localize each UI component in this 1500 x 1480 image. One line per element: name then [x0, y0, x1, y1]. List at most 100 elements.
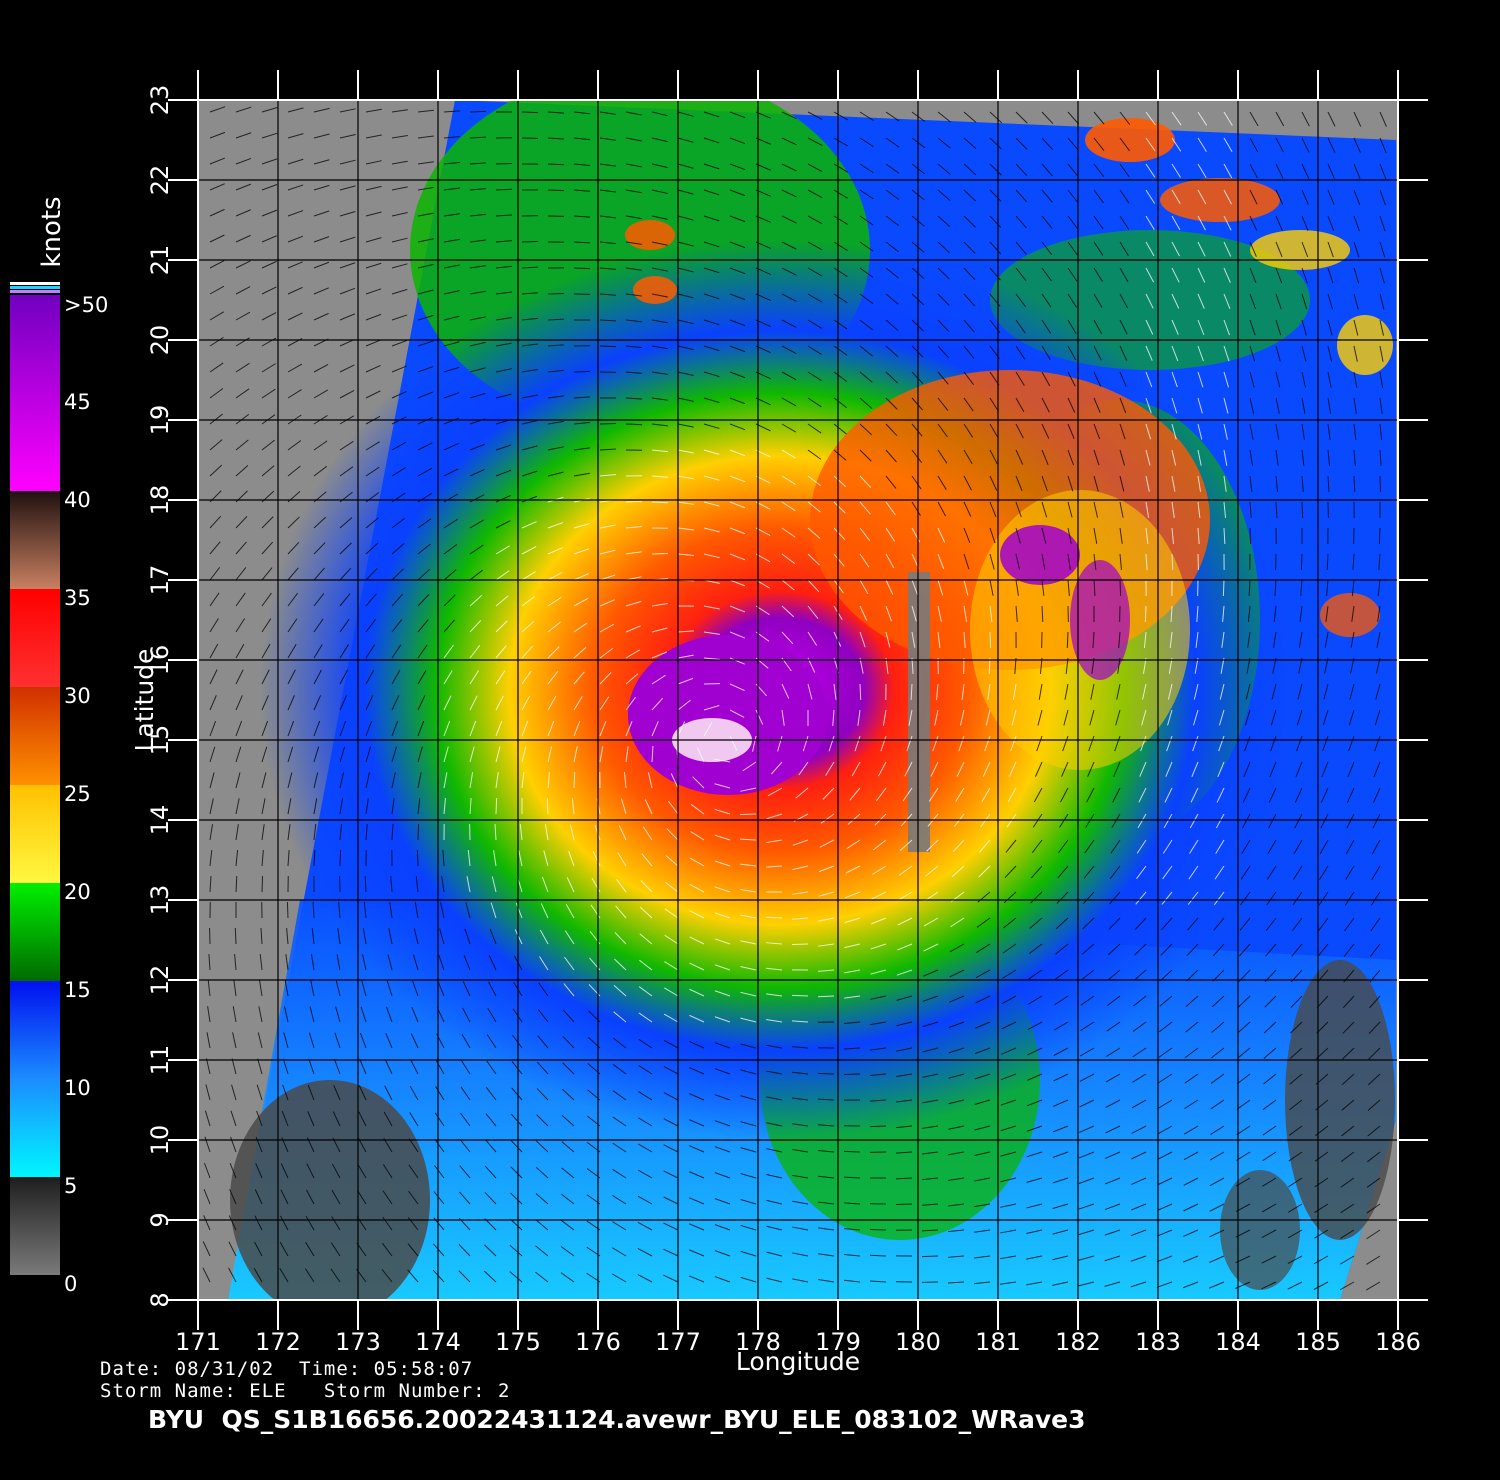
- wind-barb: [1041, 397, 1050, 413]
- wind-barb: [521, 111, 539, 114]
- wind-barb: [365, 542, 379, 555]
- wind-barb: [1119, 215, 1130, 230]
- wind-barb: [703, 293, 720, 300]
- wind-barb: [547, 596, 562, 607]
- wind-barb: [235, 157, 252, 165]
- wind-barb: [663, 1092, 679, 1101]
- wind-barb: [1223, 319, 1230, 336]
- wind-barb: [331, 1189, 341, 1205]
- wind-barb: [1041, 111, 1054, 124]
- wind-barb: [1015, 501, 1022, 518]
- wind-barb: [1130, 1255, 1147, 1262]
- wind-barb: [391, 746, 397, 763]
- cell-e-1: [1337, 315, 1393, 375]
- wind-barb: [1041, 371, 1051, 387]
- wind-barb: [844, 969, 861, 974]
- wind-barb: [417, 644, 428, 659]
- wind-barb: [807, 215, 823, 225]
- wind-barb: [1145, 267, 1155, 283]
- wind-barb: [1197, 475, 1202, 492]
- wind-barb: [365, 593, 377, 607]
- wind-barb: [1119, 345, 1128, 361]
- wind-barb: [1327, 267, 1334, 284]
- wind-barb: [235, 567, 247, 581]
- wind-barb: [729, 735, 738, 751]
- wind-barb: [677, 215, 694, 221]
- wind-barb: [989, 111, 1003, 124]
- wind-barb: [833, 579, 844, 594]
- wind-barb: [781, 345, 797, 354]
- wind-barb: [1015, 267, 1027, 281]
- wind-barb: [1000, 1073, 1017, 1081]
- wind-barb: [339, 211, 356, 217]
- wind-barb: [280, 1189, 289, 1205]
- wind-barb: [1237, 1047, 1251, 1059]
- wind-barb: [1006, 813, 1017, 828]
- wind-barb: [1262, 1125, 1277, 1136]
- wind-barb: [511, 1087, 523, 1101]
- y-tick-label: 23: [146, 85, 174, 116]
- wind-barb: [207, 1006, 211, 1023]
- wind-barb: [651, 721, 659, 737]
- wind-barb: [677, 189, 694, 195]
- wind-barb: [899, 839, 913, 852]
- wind-barb: [1275, 137, 1284, 153]
- wind-barb: [536, 1114, 549, 1127]
- wind-barb: [625, 267, 642, 271]
- wind-barb: [1327, 163, 1335, 179]
- wind-barb: [443, 798, 446, 815]
- wind-barb: [871, 891, 887, 900]
- wind-barb: [1171, 215, 1181, 231]
- wind-barb: [539, 956, 549, 971]
- wind-barb: [547, 137, 564, 140]
- wind-barb: [1266, 891, 1277, 906]
- wind-barb: [261, 772, 267, 789]
- wind-barb: [740, 914, 757, 919]
- wind-barb: [807, 397, 822, 408]
- wind-barb: [896, 1047, 913, 1052]
- wind-barb: [1067, 423, 1075, 439]
- wind-barb: [911, 657, 914, 674]
- wind-barb: [1300, 579, 1303, 596]
- wind-barb: [443, 417, 460, 425]
- wind-barb: [792, 1226, 809, 1231]
- wind-barb: [521, 596, 536, 607]
- wind-barb: [870, 1099, 887, 1102]
- wind-barb: [235, 643, 245, 659]
- wind-barb: [1036, 735, 1043, 752]
- wind-barb: [469, 494, 485, 503]
- wind-barb: [703, 449, 720, 455]
- wind-barb: [1091, 657, 1095, 674]
- wind-barb: [791, 994, 809, 997]
- y-tick-label: 15: [146, 725, 174, 756]
- wind-barb: [443, 187, 460, 191]
- wind-barb: [885, 397, 898, 410]
- wind-barb: [547, 671, 559, 685]
- wind-barb: [485, 1086, 497, 1101]
- wind-barb: [1171, 163, 1181, 178]
- wind-barb: [279, 1241, 289, 1257]
- wind-barb: [1054, 969, 1069, 980]
- wind-barb: [638, 986, 653, 997]
- wind-barb: [1327, 215, 1335, 232]
- wind-barb: [1367, 1073, 1381, 1086]
- wind-barb: [1167, 709, 1173, 726]
- wind-barb: [287, 592, 299, 607]
- colorbar-label: >50: [64, 293, 108, 317]
- wind-barb: [639, 933, 653, 945]
- wind-barb: [1184, 1073, 1199, 1084]
- wind-barb: [209, 362, 224, 373]
- wind-barb: [1345, 865, 1355, 880]
- x-tick-label: 172: [255, 1328, 301, 1356]
- wind-barb: [573, 472, 590, 477]
- wind-barb: [338, 902, 341, 919]
- wind-barb: [313, 389, 329, 399]
- wind-barb: [1240, 865, 1251, 880]
- wind-barb: [1015, 319, 1026, 334]
- wind-barb: [495, 188, 513, 191]
- wind-barb: [469, 772, 474, 789]
- wind-barb: [599, 696, 610, 711]
- wind-barb: [963, 137, 977, 150]
- wind-barb: [896, 969, 913, 976]
- wind-barb: [1314, 1177, 1329, 1188]
